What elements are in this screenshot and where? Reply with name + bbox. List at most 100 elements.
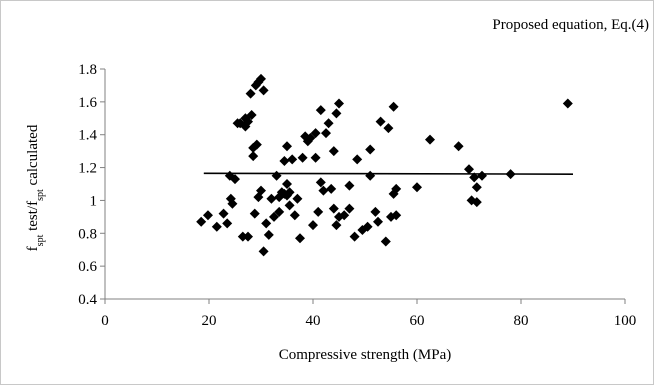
data-point — [274, 206, 285, 217]
fit-line-group — [203, 172, 574, 175]
data-point — [310, 152, 321, 163]
data-point — [287, 154, 298, 165]
data-points — [196, 73, 573, 257]
data-point — [248, 151, 259, 162]
data-point — [331, 108, 342, 119]
data-point — [230, 174, 240, 185]
data-point — [321, 128, 331, 139]
data-point — [266, 193, 277, 204]
data-point — [328, 146, 339, 157]
y-tick-label: 0.8 — [78, 226, 97, 242]
data-point — [305, 133, 316, 143]
x-axis-label: Compressive strength (MPa) — [279, 347, 451, 363]
data-point — [453, 141, 464, 152]
data-point — [380, 236, 391, 247]
data-point — [323, 118, 334, 129]
data-point — [218, 208, 229, 219]
data-point — [352, 154, 363, 165]
data-point — [256, 185, 266, 196]
data-point — [331, 220, 342, 231]
data-point — [295, 233, 305, 244]
data-point — [334, 98, 344, 109]
data-point — [249, 208, 260, 219]
y-axis-label: fspt test/fspt calculated — [25, 124, 46, 251]
data-point — [237, 231, 248, 242]
y-tick-label: 1.4 — [78, 128, 97, 144]
data-point — [258, 246, 269, 257]
data-point — [365, 144, 376, 155]
y-tick-label: 1.6 — [78, 95, 97, 111]
y-tick-label: 1.8 — [78, 62, 97, 78]
data-point — [222, 218, 233, 229]
data-point — [383, 123, 394, 134]
x-tick-label: 40 — [306, 313, 321, 329]
y-tick-label: 1 — [90, 193, 98, 209]
data-point — [344, 180, 355, 191]
x-tick-label: 100 — [614, 313, 637, 329]
data-point — [196, 216, 207, 227]
data-point — [315, 105, 326, 116]
x-tick-label: 60 — [410, 313, 425, 329]
data-point — [279, 156, 290, 166]
data-point — [318, 185, 329, 196]
data-point — [246, 110, 257, 120]
data-point — [202, 210, 213, 221]
data-point — [344, 203, 355, 214]
data-point — [284, 200, 295, 211]
data-point — [370, 206, 381, 217]
data-point — [227, 198, 238, 209]
data-point — [391, 183, 402, 194]
data-point — [375, 116, 386, 127]
data-point — [308, 220, 318, 231]
x-tick-label: 80 — [514, 313, 529, 329]
data-point — [284, 187, 295, 198]
data-point — [362, 221, 373, 232]
data-point — [339, 210, 350, 221]
data-point — [469, 172, 480, 183]
data-point — [471, 182, 482, 193]
data-point — [243, 231, 253, 242]
data-point — [289, 210, 300, 221]
data-point — [282, 179, 292, 189]
y-tick-label: 0.4 — [78, 292, 97, 308]
data-point — [464, 164, 474, 175]
data-point — [258, 85, 269, 96]
data-point — [313, 206, 324, 217]
data-point — [245, 88, 256, 99]
chart-axes: 0.4 0.6 0.8 1 1.2 1.4 1.6 1.8 0 20 40 60 80 100 — [78, 62, 636, 329]
y-tick-label: 0.6 — [78, 259, 97, 275]
data-point — [263, 229, 274, 240]
data-point — [365, 170, 376, 181]
chart-annotation: Proposed equation, Eq.(4) — [492, 17, 649, 33]
data-point — [297, 152, 308, 163]
data-point — [248, 142, 259, 153]
data-point — [235, 118, 246, 129]
data-point — [269, 211, 279, 222]
data-point — [412, 182, 422, 193]
data-point — [261, 218, 272, 229]
data-point — [562, 98, 573, 109]
x-tick-label: 0 — [101, 313, 109, 329]
data-point — [282, 141, 292, 152]
fit-line — [203, 172, 574, 175]
data-point — [292, 193, 303, 204]
data-point — [271, 170, 282, 181]
data-point — [391, 210, 402, 221]
data-point — [328, 203, 339, 214]
data-point — [477, 170, 487, 181]
data-point — [425, 134, 435, 145]
data-point — [310, 128, 321, 139]
data-point — [373, 216, 383, 227]
data-point — [251, 139, 262, 150]
y-tick-label: 1.2 — [78, 161, 97, 177]
data-point — [471, 197, 482, 208]
data-point — [326, 183, 337, 194]
data-point — [349, 231, 360, 242]
x-tick-label: 20 — [202, 313, 217, 329]
data-point — [315, 177, 326, 188]
data-point — [256, 73, 266, 84]
data-point — [211, 221, 222, 232]
data-point — [243, 116, 253, 127]
